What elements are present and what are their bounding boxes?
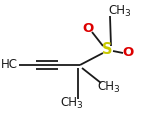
Text: S: S (102, 42, 112, 58)
Text: CH: CH (108, 4, 125, 17)
Text: O: O (122, 45, 134, 59)
Text: 3: 3 (76, 102, 82, 111)
Text: 3: 3 (124, 9, 130, 18)
Text: CH: CH (60, 97, 77, 110)
Text: HC: HC (1, 59, 18, 72)
Text: 3: 3 (113, 86, 119, 94)
Text: CH: CH (97, 81, 115, 94)
Text: O: O (82, 21, 94, 34)
